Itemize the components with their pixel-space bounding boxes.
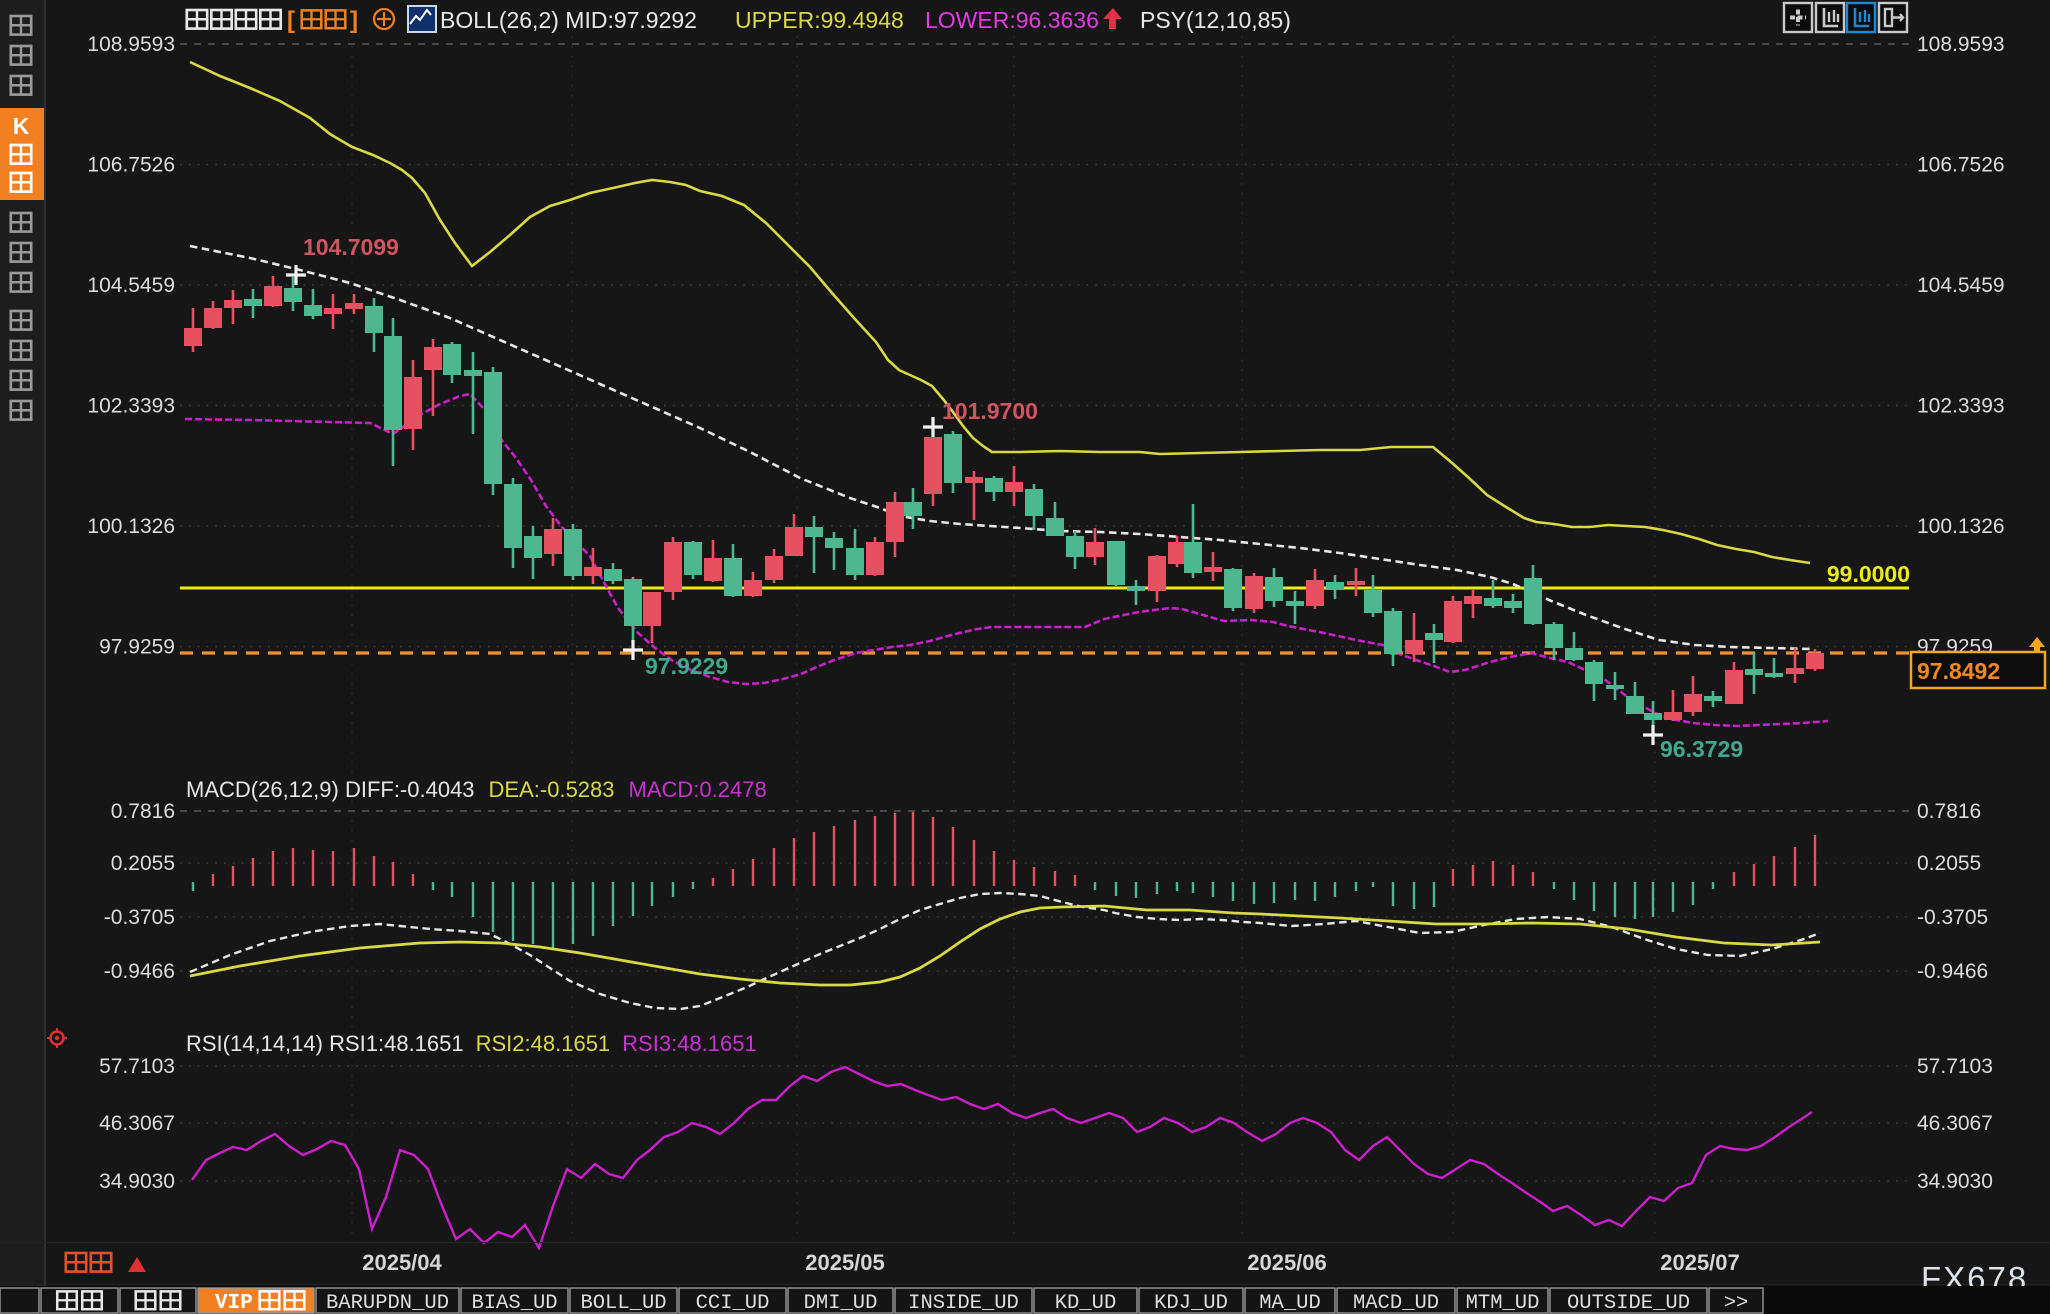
svg-text:34.9030: 34.9030 (99, 1170, 175, 1193)
svg-text:INSIDE_UD: INSIDE_UD (908, 1292, 1019, 1314)
svg-text:MACD_UD: MACD_UD (1353, 1292, 1439, 1314)
svg-text:2025/04: 2025/04 (362, 1250, 442, 1275)
svg-text:LOWER:96.3636: LOWER:96.3636 (925, 7, 1099, 33)
svg-text:0.2055: 0.2055 (111, 852, 175, 875)
svg-text:102.3393: 102.3393 (1917, 395, 2005, 418)
svg-text:108.9593: 108.9593 (87, 33, 175, 56)
svg-text:BARUPDN_UD: BARUPDN_UD (326, 1292, 449, 1314)
svg-text:106.7526: 106.7526 (1917, 154, 2005, 177)
svg-text:34.9030: 34.9030 (1917, 1170, 1993, 1193)
svg-text:57.7103: 57.7103 (1917, 1055, 1993, 1078)
svg-text:KDJ_UD: KDJ_UD (1154, 1292, 1228, 1314)
svg-text:VIP: VIP (215, 1292, 253, 1314)
svg-text:0.7816: 0.7816 (111, 800, 175, 823)
svg-text:96.3729: 96.3729 (1660, 736, 1743, 762)
svg-text:MTM_UD: MTM_UD (1466, 1292, 1540, 1314)
svg-text:KD_UD: KD_UD (1055, 1292, 1117, 1314)
svg-text:]: ] (350, 7, 358, 34)
svg-text:MA_UD: MA_UD (1259, 1292, 1321, 1314)
svg-text:100.1326: 100.1326 (1917, 515, 2005, 538)
svg-text:106.7526: 106.7526 (87, 154, 175, 177)
svg-text:2025/05: 2025/05 (805, 1250, 885, 1275)
svg-text:104.5459: 104.5459 (1917, 274, 2005, 297)
svg-text:BIAS_UD: BIAS_UD (471, 1292, 557, 1314)
svg-text:100.1326: 100.1326 (87, 515, 175, 538)
svg-text:46.3067: 46.3067 (1917, 1112, 1993, 1135)
svg-text:108.9593: 108.9593 (1917, 33, 2005, 56)
svg-text:0.2055: 0.2055 (1917, 852, 1981, 875)
svg-text:OUTSIDE_UD: OUTSIDE_UD (1567, 1292, 1690, 1314)
svg-text:[: [ (287, 7, 295, 34)
svg-text:-0.9466: -0.9466 (1917, 960, 1988, 983)
svg-text:101.9700: 101.9700 (942, 398, 1038, 424)
svg-text:-0.3705: -0.3705 (104, 906, 175, 929)
svg-text:102.3393: 102.3393 (87, 395, 175, 418)
svg-text:BOLL_UD: BOLL_UD (580, 1292, 666, 1314)
svg-text:46.3067: 46.3067 (99, 1112, 175, 1135)
svg-text:K: K (13, 113, 30, 139)
svg-text:2025/07: 2025/07 (1660, 1250, 1740, 1275)
svg-text:BOLL(26,2) MID:97.9292: BOLL(26,2) MID:97.9292 (440, 7, 697, 33)
svg-text:99.0000: 99.0000 (1827, 561, 1910, 587)
svg-text:97.8492: 97.8492 (1917, 658, 2000, 684)
svg-text:97.9229: 97.9229 (645, 653, 728, 679)
svg-text:DMI_UD: DMI_UD (804, 1292, 878, 1314)
svg-text:104.5459: 104.5459 (87, 274, 175, 297)
svg-text:CCI_UD: CCI_UD (696, 1292, 770, 1314)
svg-text:104.7099: 104.7099 (303, 234, 399, 260)
svg-text:97.9259: 97.9259 (99, 636, 175, 659)
svg-text:-0.3705: -0.3705 (1917, 906, 1988, 929)
svg-text:>>: >> (1724, 1292, 1749, 1314)
svg-text:UPPER:99.4948: UPPER:99.4948 (735, 7, 904, 33)
svg-text:PSY(12,10,85): PSY(12,10,85) (1140, 7, 1291, 33)
svg-text:57.7103: 57.7103 (99, 1055, 175, 1078)
svg-text:-0.9466: -0.9466 (104, 960, 175, 983)
svg-text:2025/06: 2025/06 (1247, 1250, 1327, 1275)
svg-text:0.7816: 0.7816 (1917, 800, 1981, 823)
